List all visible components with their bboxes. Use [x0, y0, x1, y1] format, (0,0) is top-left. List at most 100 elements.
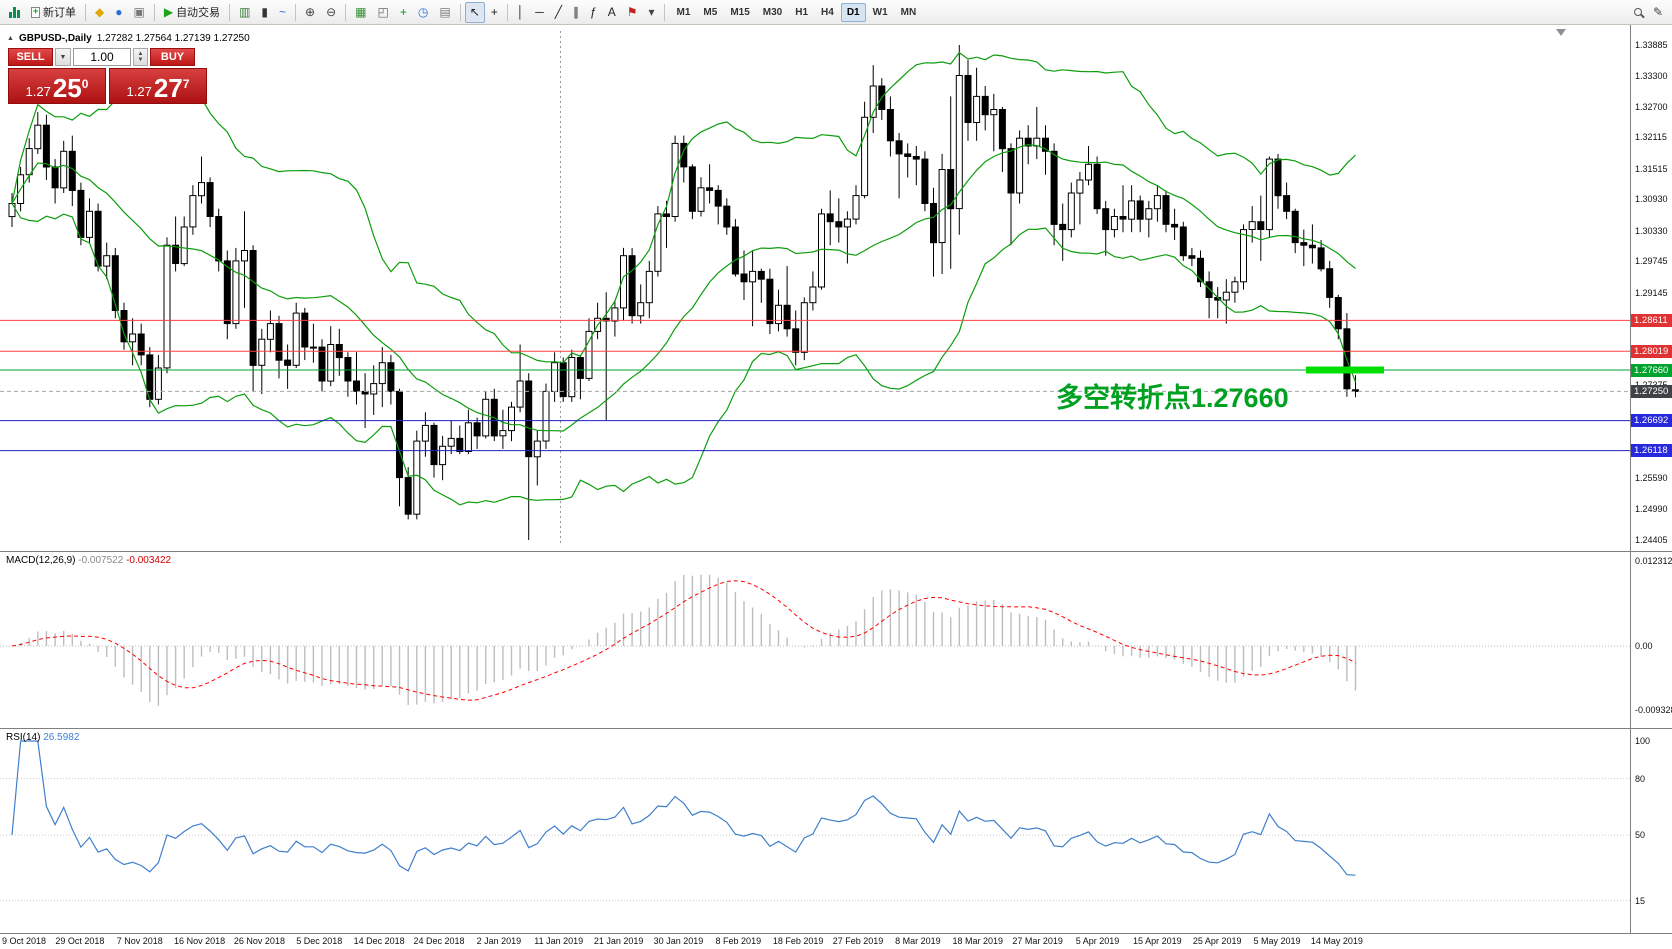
- candlestick-chart-icon[interactable]: ▮: [256, 2, 273, 23]
- search-icon[interactable]: [1629, 2, 1647, 23]
- terminal-icon[interactable]: [4, 2, 25, 23]
- timeframe-mn[interactable]: MN: [895, 3, 923, 22]
- price-chart-canvas[interactable]: [0, 25, 1672, 551]
- macd-axis-tick: -0.009328: [1635, 705, 1672, 716]
- bar-chart-icon[interactable]: ▥: [234, 2, 255, 23]
- date-axis-label: 18 Feb 2019: [772, 936, 824, 946]
- macd-panel[interactable]: MACD(12,26,9) -0.007522 -0.003422 0.0123…: [0, 551, 1672, 729]
- timeframe-m30[interactable]: M30: [757, 3, 788, 22]
- timeframe-m15[interactable]: M15: [724, 3, 755, 22]
- cursor-icon[interactable]: ↖: [464, 1, 485, 23]
- arrows-tool-icon: ⚑: [626, 5, 638, 19]
- cascade-windows-icon[interactable]: ◰: [373, 2, 394, 23]
- templates-icon: ▤: [439, 5, 451, 19]
- price-axis-tick: 1.31515: [1635, 163, 1668, 174]
- terminal-icon: [9, 6, 20, 18]
- date-axis-label: 21 Jan 2019: [593, 936, 644, 946]
- date-axis-label: 9 Oct 2018: [2, 936, 47, 946]
- volume-input[interactable]: [73, 48, 131, 66]
- profile-icon[interactable]: ◆: [90, 2, 109, 23]
- rsi-canvas: [0, 729, 1631, 934]
- market-watch-icon: ●: [115, 5, 123, 19]
- volume-spinner[interactable]: ▲ ▼: [133, 48, 148, 66]
- candlestick-chart-icon: ▮: [261, 5, 269, 19]
- buy-price-pips: 27: [153, 73, 183, 103]
- text-icon[interactable]: A: [603, 2, 621, 23]
- more-tools-icon[interactable]: ▾: [643, 2, 659, 23]
- market-watch-icon[interactable]: ●: [110, 2, 127, 23]
- date-axis-label: 14 Dec 2018: [353, 936, 405, 946]
- toolbar-separator: [295, 3, 297, 21]
- trendline-icon[interactable]: ╱: [550, 2, 567, 23]
- fibonacci-icon: ƒ: [590, 5, 597, 19]
- timeframe-h1[interactable]: H1: [789, 3, 814, 22]
- rsi-panel[interactable]: RSI(14) 26.5982 100 80 50 15: [0, 728, 1672, 934]
- timeframe-h4[interactable]: H4: [815, 3, 840, 22]
- line-price-label: 1.28019: [1631, 344, 1672, 358]
- chart-title: ▲ GBPUSD-,Daily 1.27282 1.27564 1.27139 …: [7, 33, 250, 44]
- date-axis-label: 30 Jan 2019: [653, 936, 704, 946]
- line-price-label: 1.26118: [1631, 444, 1672, 458]
- date-axis-label: 29 Oct 2018: [55, 936, 105, 946]
- zoom-out-icon[interactable]: ⊖: [321, 2, 341, 23]
- buy-price-base: 1.27: [126, 84, 152, 99]
- timeframe-m1[interactable]: M1: [671, 3, 697, 22]
- sell-button[interactable]: SELL: [8, 48, 53, 66]
- zoom-in-icon[interactable]: ⊕: [300, 2, 320, 23]
- macd-label: MACD(12,26,9): [6, 555, 76, 566]
- date-axis-label: 5 May 2019: [1253, 936, 1301, 946]
- line-chart-icon[interactable]: ~: [274, 2, 291, 23]
- date-axis-label: 5 Dec 2018: [296, 936, 343, 946]
- tile-windows-icon: ▦: [355, 5, 367, 19]
- time-axis[interactable]: 9 Oct 2018 29 Oct 2018 7 Nov 2018 16 Nov 20…: [0, 933, 1672, 949]
- vertical-line-icon[interactable]: │: [512, 2, 530, 23]
- rsi-axis-tick: 80: [1635, 773, 1646, 784]
- price-chart-panel[interactable]: ▲ GBPUSD-,Daily 1.27282 1.27564 1.27139 …: [0, 25, 1672, 551]
- crosshair-icon[interactable]: +: [486, 2, 503, 23]
- timeframe-group: M1 M5 M15 M30 H1 H4 D1 W1 MN: [671, 2, 923, 22]
- line-price-label: 1.28611: [1631, 313, 1672, 327]
- toolbar-separator: [153, 3, 155, 21]
- pencil-icon[interactable]: ✎: [1648, 2, 1668, 23]
- sell-price-base: 1.27: [25, 84, 51, 99]
- sell-price-point: 0: [81, 77, 89, 91]
- periods-icon: ◷: [417, 5, 429, 19]
- new-order-button[interactable]: 新订单: [26, 2, 81, 23]
- channel-icon: ∥: [573, 5, 580, 19]
- fibonacci-icon[interactable]: ƒ: [585, 2, 602, 23]
- channel-icon[interactable]: ∥: [568, 2, 584, 23]
- macd-canvas: [0, 552, 1631, 729]
- horizontal-line-icon[interactable]: ─: [530, 2, 549, 23]
- periods-icon[interactable]: ◷: [413, 2, 433, 23]
- arrows-tool-icon[interactable]: ⚑: [622, 2, 643, 23]
- data-window-icon: ▣: [133, 5, 145, 19]
- date-axis-label: 24 Dec 2018: [413, 936, 465, 946]
- timeframe-w1[interactable]: W1: [867, 3, 894, 22]
- date-axis-label: 25 Apr 2019: [1192, 936, 1242, 946]
- collapse-icon[interactable]: ▲: [7, 35, 14, 42]
- buy-button[interactable]: BUY: [150, 48, 195, 66]
- date-axis-label: 26 Nov 2018: [233, 936, 285, 946]
- timeframe-m5[interactable]: M5: [697, 3, 723, 22]
- one-click-trading-panel: SELL ▼ ▲▼ BUY 1.27 25 0 1.27 27 7: [8, 48, 208, 104]
- auto-trading-button[interactable]: ▶ 自动交易: [159, 2, 225, 23]
- toolbar-separator: [85, 3, 86, 21]
- tile-windows-icon[interactable]: ▦: [350, 2, 371, 23]
- templates-icon[interactable]: ▤: [434, 2, 455, 23]
- date-axis-label: 27 Mar 2019: [1012, 936, 1063, 946]
- timeframe-d1[interactable]: D1: [840, 2, 866, 22]
- horizontal-line-icon: ─: [535, 5, 544, 19]
- search-icon: [1633, 8, 1642, 16]
- buy-price-tile[interactable]: 1.27 27 7: [109, 68, 207, 104]
- date-axis-label: 18 Mar 2019: [952, 936, 1004, 946]
- sell-dropdown-button[interactable]: ▼: [55, 48, 71, 66]
- indicators-icon[interactable]: +: [395, 2, 412, 23]
- line-price-label: 1.27660: [1631, 363, 1672, 377]
- data-window-icon[interactable]: ▣: [128, 2, 149, 23]
- more-tools-icon: ▾: [648, 5, 655, 19]
- sell-price-tile[interactable]: 1.27 25 0: [8, 68, 106, 104]
- price-axis-tick: 1.30330: [1635, 225, 1668, 236]
- macd-axis-tick: 0.012312: [1635, 556, 1672, 567]
- rsi-value: 26.5982: [43, 732, 80, 743]
